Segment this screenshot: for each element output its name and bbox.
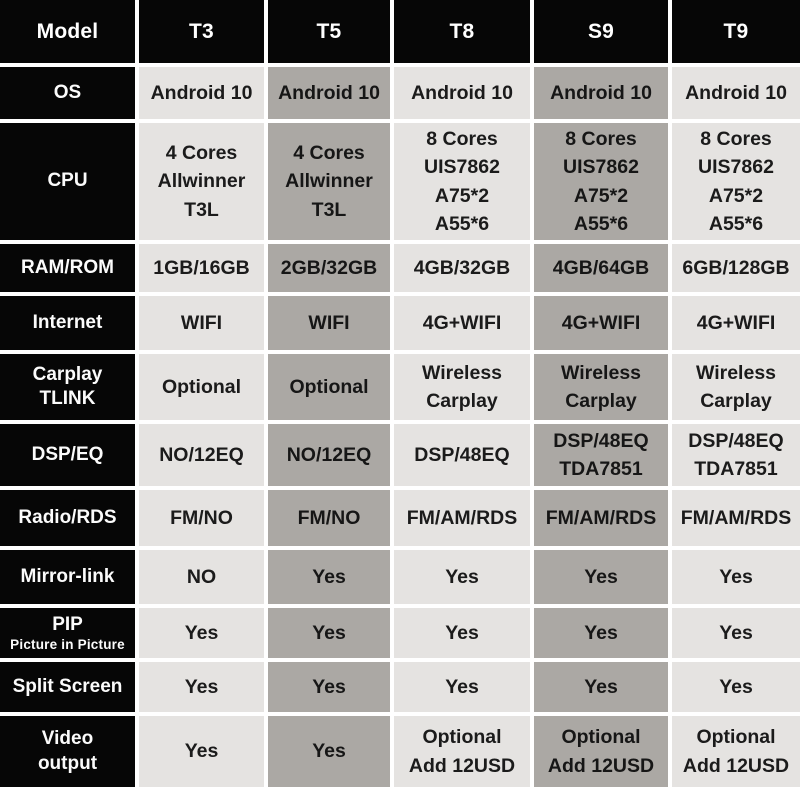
cell-ram-t9: 6GB/128GB (672, 244, 800, 292)
row-label-pip: PIP Picture in Picture (0, 608, 135, 658)
cell-cpu-t9: 8 Cores UIS7862 A75*2 A55*6 (672, 123, 800, 240)
cell-ram-t5: 2GB/32GB (268, 244, 390, 292)
cell-mirror-s9: Yes (534, 550, 668, 604)
header-model-t3: T3 (139, 0, 264, 63)
cell-carplay-t8: Wireless Carplay (394, 354, 530, 420)
cell-radio-t9: FM/AM/RDS (672, 490, 800, 546)
cell-mirror-t9: Yes (672, 550, 800, 604)
header-model-label: Model (0, 0, 135, 63)
cell-cpu-t8: 8 Cores UIS7862 A75*2 A55*6 (394, 123, 530, 240)
cell-carplay-s9: Wireless Carplay (534, 354, 668, 420)
header-model-t8: T8 (394, 0, 530, 63)
row-label-mirror-link: Mirror-link (0, 550, 135, 604)
cell-os-s9: Android 10 (534, 67, 668, 119)
row-label-radio-rds: Radio/RDS (0, 490, 135, 546)
header-model-t5: T5 (268, 0, 390, 63)
cell-dsp-t5: NO/12EQ (268, 424, 390, 486)
cell-split-t5: Yes (268, 662, 390, 712)
cell-cpu-t3: 4 Cores Allwinner T3L (139, 123, 264, 240)
cell-os-t8: Android 10 (394, 67, 530, 119)
cell-os-t5: Android 10 (268, 67, 390, 119)
cell-split-t9: Yes (672, 662, 800, 712)
row-label-ram-rom: RAM/ROM (0, 244, 135, 292)
cell-video-t9: Optional Add 12USD (672, 716, 800, 787)
cell-video-t8: Optional Add 12USD (394, 716, 530, 787)
cell-dsp-t8: DSP/48EQ (394, 424, 530, 486)
row-label-dsp-eq: DSP/EQ (0, 424, 135, 486)
cell-mirror-t3: NO (139, 550, 264, 604)
cell-video-t5: Yes (268, 716, 390, 787)
cell-radio-s9: FM/AM/RDS (534, 490, 668, 546)
pip-title: PIP (52, 614, 83, 636)
header-model-t9: T9 (672, 0, 800, 63)
cell-mirror-t8: Yes (394, 550, 530, 604)
cell-carplay-t9: Wireless Carplay (672, 354, 800, 420)
cell-radio-t5: FM/NO (268, 490, 390, 546)
cell-carplay-t5: Optional (268, 354, 390, 420)
cell-dsp-s9: DSP/48EQ TDA7851 (534, 424, 668, 486)
cell-split-t3: Yes (139, 662, 264, 712)
cell-pip-s9: Yes (534, 608, 668, 658)
cell-video-s9: Optional Add 12USD (534, 716, 668, 787)
cell-internet-t5: WIFI (268, 296, 390, 350)
cell-radio-t3: FM/NO (139, 490, 264, 546)
cell-internet-t9: 4G+WIFI (672, 296, 800, 350)
pip-subtitle: Picture in Picture (10, 637, 125, 653)
cell-mirror-t5: Yes (268, 550, 390, 604)
row-label-cpu: CPU (0, 123, 135, 240)
cell-radio-t8: FM/AM/RDS (394, 490, 530, 546)
cell-split-t8: Yes (394, 662, 530, 712)
row-label-video-output: Video output (0, 716, 135, 787)
cell-pip-t5: Yes (268, 608, 390, 658)
row-label-os: OS (0, 67, 135, 119)
row-label-internet: Internet (0, 296, 135, 350)
cell-cpu-s9: 8 Cores UIS7862 A75*2 A55*6 (534, 123, 668, 240)
cell-pip-t8: Yes (394, 608, 530, 658)
cell-internet-t8: 4G+WIFI (394, 296, 530, 350)
cell-os-t9: Android 10 (672, 67, 800, 119)
cell-internet-t3: WIFI (139, 296, 264, 350)
cell-ram-t3: 1GB/16GB (139, 244, 264, 292)
row-label-split-screen: Split Screen (0, 662, 135, 712)
row-label-carplay-tlink: Carplay TLINK (0, 354, 135, 420)
cell-video-t3: Yes (139, 716, 264, 787)
cell-dsp-t3: NO/12EQ (139, 424, 264, 486)
cell-split-s9: Yes (534, 662, 668, 712)
cell-os-t3: Android 10 (139, 67, 264, 119)
cell-pip-t3: Yes (139, 608, 264, 658)
cell-ram-t8: 4GB/32GB (394, 244, 530, 292)
cell-internet-s9: 4G+WIFI (534, 296, 668, 350)
cell-cpu-t5: 4 Cores Allwinner T3L (268, 123, 390, 240)
header-model-s9: S9 (534, 0, 668, 63)
cell-ram-s9: 4GB/64GB (534, 244, 668, 292)
cell-dsp-t9: DSP/48EQ TDA7851 (672, 424, 800, 486)
cell-carplay-t3: Optional (139, 354, 264, 420)
cell-pip-t9: Yes (672, 608, 800, 658)
